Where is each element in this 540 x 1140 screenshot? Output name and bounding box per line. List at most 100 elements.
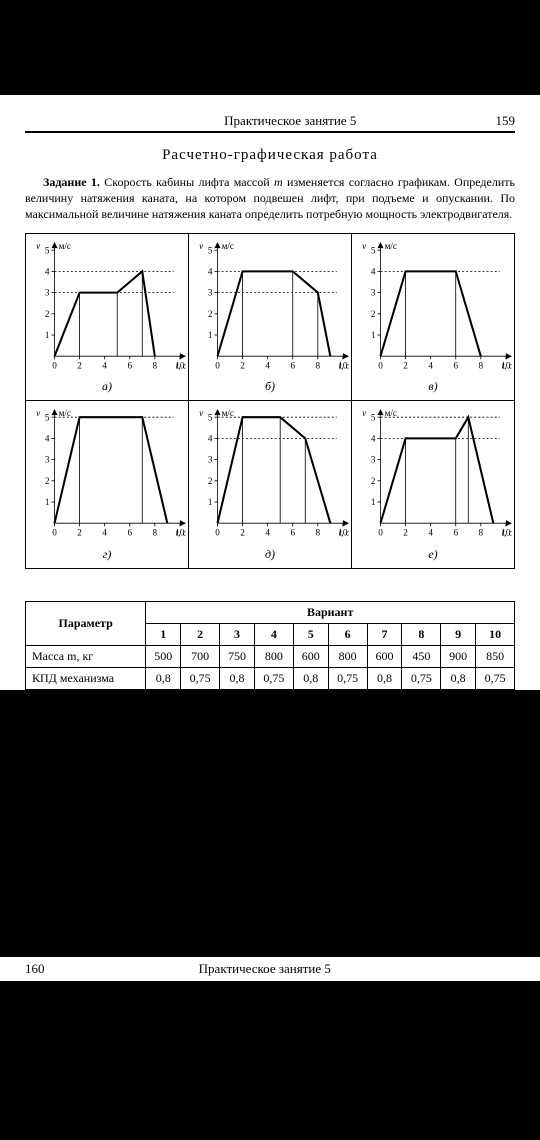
svg-text:4: 4 xyxy=(371,266,376,276)
param-value: 0,8 xyxy=(293,667,328,689)
chart-cell: 024681012345vм/сt, с в) xyxy=(352,234,514,401)
param-value: 0,75 xyxy=(476,667,515,689)
param-label: Масса m, кг xyxy=(26,645,146,667)
svg-text:2: 2 xyxy=(45,476,50,486)
svg-text:м/с: м/с xyxy=(59,241,71,251)
svg-text:2: 2 xyxy=(371,476,376,486)
chart-row-2: 024681012345vм/сt, с г) 024681012345vм/с… xyxy=(26,401,514,568)
svg-text:t, с: t, с xyxy=(502,360,512,370)
chart-caption: б) xyxy=(191,377,349,398)
velocity-chart: 024681012345vм/сt, с xyxy=(191,240,349,373)
param-header: Параметр xyxy=(26,601,146,645)
variant-number: 4 xyxy=(254,623,293,645)
svg-text:6: 6 xyxy=(127,360,132,370)
svg-text:4: 4 xyxy=(102,528,107,538)
param-label: КПД механизма xyxy=(26,667,146,689)
svg-text:3: 3 xyxy=(371,455,376,465)
svg-text:3: 3 xyxy=(371,287,376,297)
svg-text:8: 8 xyxy=(153,360,158,370)
svg-text:3: 3 xyxy=(45,287,50,297)
variant-number: 3 xyxy=(220,623,255,645)
svg-text:0: 0 xyxy=(378,360,383,370)
svg-text:v: v xyxy=(199,408,204,418)
svg-text:м/с: м/с xyxy=(385,408,397,418)
task-text: Задание 1. Скорость кабины лифта массой … xyxy=(25,174,515,223)
svg-text:t, с: t, с xyxy=(339,528,349,538)
velocity-chart: 024681012345vм/сt, с xyxy=(354,407,512,540)
param-value: 0,8 xyxy=(367,667,402,689)
svg-text:1: 1 xyxy=(371,497,376,507)
param-value: 600 xyxy=(367,645,402,667)
svg-text:2: 2 xyxy=(77,528,82,538)
param-value: 900 xyxy=(441,645,476,667)
svg-text:6: 6 xyxy=(290,360,295,370)
param-value: 800 xyxy=(328,645,367,667)
svg-text:v: v xyxy=(36,241,41,251)
svg-text:5: 5 xyxy=(371,412,376,422)
param-value: 750 xyxy=(220,645,255,667)
svg-text:3: 3 xyxy=(208,455,213,465)
task-label: Задание 1. xyxy=(43,175,100,189)
svg-text:4: 4 xyxy=(428,360,433,370)
param-value: 0,75 xyxy=(328,667,367,689)
param-value: 600 xyxy=(293,645,328,667)
svg-text:м/с: м/с xyxy=(385,241,397,251)
variant-number: 10 xyxy=(476,623,515,645)
svg-text:м/с: м/с xyxy=(222,241,234,251)
svg-text:2: 2 xyxy=(208,308,213,318)
svg-text:0: 0 xyxy=(52,360,57,370)
parameters-table: Параметр Вариант 12345678910 Масса m, кг… xyxy=(25,601,515,690)
svg-text:5: 5 xyxy=(208,245,213,255)
svg-text:5: 5 xyxy=(45,245,50,255)
velocity-chart: 024681012345vм/сt, с xyxy=(28,240,186,373)
svg-text:8: 8 xyxy=(316,360,321,370)
velocity-chart: 024681012345vм/сt, с xyxy=(354,240,512,373)
chart-caption: в) xyxy=(354,377,512,398)
svg-text:v: v xyxy=(362,408,367,418)
variant-number: 8 xyxy=(402,623,441,645)
table-row: КПД механизма0,80,750,80,750,80,750,80,7… xyxy=(26,667,515,689)
section-title: Расчетно-графическая работа xyxy=(25,147,515,164)
chart-caption: е) xyxy=(354,545,512,566)
running-footer: 160 Практическое занятие 5 xyxy=(0,955,540,981)
svg-text:2: 2 xyxy=(403,528,408,538)
svg-text:6: 6 xyxy=(290,528,295,538)
footer-spacer xyxy=(485,961,515,977)
param-value: 450 xyxy=(402,645,441,667)
svg-text:8: 8 xyxy=(153,528,158,538)
variant-number: 5 xyxy=(293,623,328,645)
svg-text:t, с: t, с xyxy=(176,528,186,538)
top-letterbox xyxy=(0,0,540,95)
chart-cell: 024681012345vм/сt, с а) xyxy=(26,234,189,401)
bottom-letterbox xyxy=(0,995,540,1140)
svg-text:2: 2 xyxy=(240,360,245,370)
svg-text:1: 1 xyxy=(208,330,213,340)
svg-text:4: 4 xyxy=(371,434,376,444)
svg-text:4: 4 xyxy=(45,434,50,444)
variant-number: 9 xyxy=(441,623,476,645)
svg-text:0: 0 xyxy=(215,360,220,370)
svg-text:4: 4 xyxy=(265,528,270,538)
param-value: 850 xyxy=(476,645,515,667)
svg-text:5: 5 xyxy=(45,412,50,422)
chart-cell: 024681012345vм/сt, с б) xyxy=(189,234,352,401)
svg-text:м/с: м/с xyxy=(59,408,71,418)
svg-text:2: 2 xyxy=(240,528,245,538)
param-value: 0,8 xyxy=(146,667,181,689)
svg-text:0: 0 xyxy=(215,528,220,538)
task-part1: Скорость кабины лифта массой xyxy=(100,175,274,189)
svg-text:5: 5 xyxy=(208,412,213,422)
svg-text:6: 6 xyxy=(453,360,458,370)
svg-text:t, с: t, с xyxy=(176,360,186,370)
chart-cell: 024681012345vм/сt, с г) xyxy=(26,401,189,568)
param-value: 0,75 xyxy=(181,667,220,689)
param-value: 0,8 xyxy=(220,667,255,689)
chart-cell: 024681012345vм/сt, с д) xyxy=(189,401,352,568)
variant-number: 7 xyxy=(367,623,402,645)
svg-text:1: 1 xyxy=(208,497,213,507)
page-content: Практическое занятие 5 159 Расчетно-граф… xyxy=(0,95,540,690)
svg-text:2: 2 xyxy=(77,360,82,370)
svg-text:8: 8 xyxy=(479,528,484,538)
svg-text:2: 2 xyxy=(45,308,50,318)
svg-text:2: 2 xyxy=(208,476,213,486)
